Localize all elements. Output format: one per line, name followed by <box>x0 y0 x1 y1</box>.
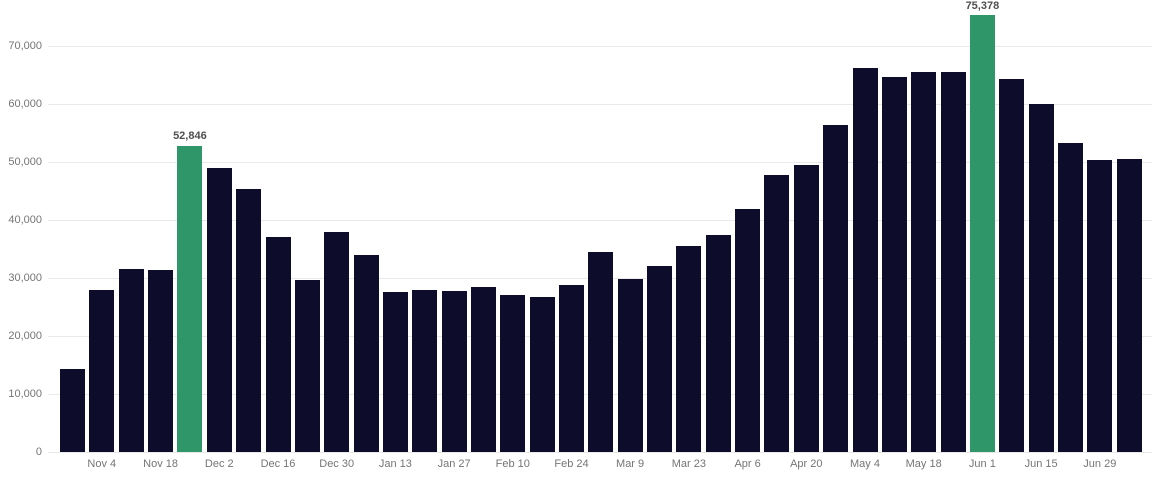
bar-nov-4[interactable] <box>89 289 115 452</box>
x-axis-tick-label: Jun 1 <box>968 458 996 470</box>
bar-jun-22[interactable] <box>1057 142 1083 452</box>
bar-mar-9[interactable] <box>617 279 643 452</box>
bar-dec-30[interactable] <box>324 232 350 452</box>
gridline <box>48 452 1152 453</box>
bar-mar-30[interactable] <box>705 234 731 452</box>
x-axis-tick-label: Jan 13 <box>378 458 412 470</box>
x-axis-tick-label: May 18 <box>905 458 942 470</box>
bar-oct-28[interactable] <box>60 369 85 452</box>
bar-apr-13[interactable] <box>764 174 790 452</box>
y-axis-tick-label: 0 <box>35 445 42 458</box>
bar-nov-18[interactable] <box>148 269 174 452</box>
gridline <box>48 220 1152 221</box>
gridline <box>48 46 1152 47</box>
x-axis-tick-label: Apr 20 <box>790 458 823 470</box>
y-axis-tick-label: 60,000 <box>8 97 42 110</box>
bar-feb-3[interactable] <box>470 287 496 452</box>
y-axis-tick-label: 70,000 <box>8 39 42 52</box>
y-axis-tick-label: 50,000 <box>8 155 42 168</box>
x-axis-tick-label: Dec 2 <box>204 458 234 470</box>
bar-jul-6[interactable] <box>1116 158 1142 452</box>
y-axis-tick-label: 10,000 <box>8 387 42 400</box>
y-axis-tick-label: 20,000 <box>8 329 42 342</box>
x-axis-tick-label: Mar 9 <box>616 458 645 470</box>
x-axis-tick-label: Nov 18 <box>143 458 179 470</box>
gridline <box>48 104 1152 105</box>
bar-may-4[interactable] <box>852 68 878 452</box>
x-axis-tick-label: Jun 29 <box>1083 458 1117 470</box>
bar-may-11[interactable] <box>881 77 907 452</box>
bar-mar-2[interactable] <box>588 251 614 452</box>
bar-dec-2[interactable] <box>206 168 232 452</box>
x-axis-tick-label: Feb 24 <box>554 458 589 470</box>
x-axis-tick-label: Dec 30 <box>319 458 355 470</box>
bar-value-label: 75,378 <box>965 0 1000 12</box>
x-axis-tick-label: Dec 16 <box>260 458 296 470</box>
bar-feb-10[interactable] <box>500 294 526 452</box>
bar-may-25[interactable] <box>940 72 966 452</box>
bar-jan-27[interactable] <box>441 291 467 452</box>
highlighted-bar-jun-1[interactable] <box>969 14 995 452</box>
y-axis-tick-label: 30,000 <box>8 271 42 284</box>
x-axis-tick-label: May 4 <box>850 458 880 470</box>
x-axis-tick-label: Jan 27 <box>437 458 471 470</box>
bar-may-18[interactable] <box>911 71 937 452</box>
bar-jan-6[interactable] <box>353 254 379 452</box>
bar-dec-23[interactable] <box>294 279 320 452</box>
x-axis-tick-label: Mar 23 <box>671 458 707 470</box>
bar-jun-15[interactable] <box>1028 104 1054 452</box>
bar-mar-23[interactable] <box>676 246 702 452</box>
highlighted-bar-nov-25[interactable] <box>177 145 203 452</box>
bar-dec-9[interactable] <box>236 189 262 452</box>
bar-jun-8[interactable] <box>999 78 1025 452</box>
bar-value-label: 52,846 <box>173 129 207 142</box>
bar-jan-13[interactable] <box>382 291 408 452</box>
bar-feb-17[interactable] <box>529 297 555 452</box>
bar-jan-20[interactable] <box>412 289 438 452</box>
bar-apr-27[interactable] <box>823 124 849 452</box>
bar-dec-16[interactable] <box>265 236 291 452</box>
bar-jun-29[interactable] <box>1087 160 1113 452</box>
x-axis-tick-label: Apr 6 <box>734 458 761 470</box>
bar-apr-20[interactable] <box>793 164 819 452</box>
x-axis-tick-label: Feb 10 <box>495 458 530 470</box>
bar-feb-24[interactable] <box>559 285 584 452</box>
bar-apr-6[interactable] <box>735 209 761 452</box>
x-axis-tick-label: Nov 4 <box>87 458 117 470</box>
bar-mar-16[interactable] <box>647 266 672 452</box>
bar-nov-11[interactable] <box>118 268 144 452</box>
x-axis-tick-label: Jun 15 <box>1024 458 1058 470</box>
y-axis-tick-label: 40,000 <box>8 213 42 226</box>
gridline <box>48 162 1152 163</box>
